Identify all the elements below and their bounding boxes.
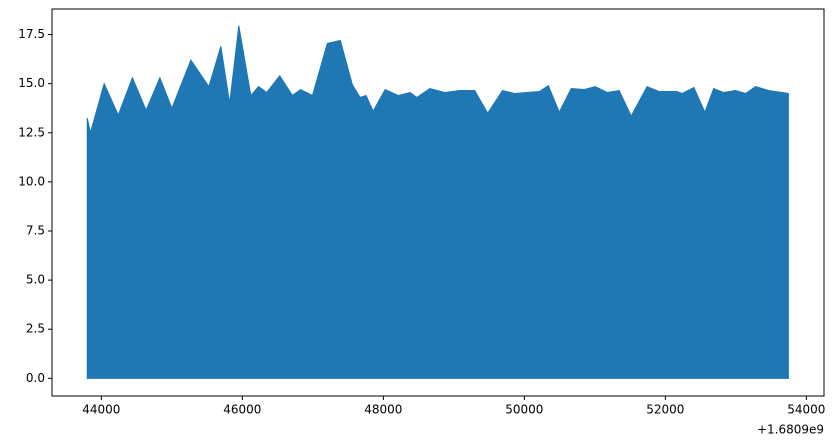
x-tick-label: 48000 <box>364 403 402 417</box>
y-tick-label: 12.5 <box>18 125 45 139</box>
x-offset-label: +1.6809e9 <box>757 423 824 437</box>
x-tick-label: 44000 <box>82 403 120 417</box>
y-tick-label: 17.5 <box>18 27 45 41</box>
y-tick-label: 10.0 <box>18 174 45 188</box>
area <box>86 25 789 379</box>
y-tick-label: 15.0 <box>18 76 45 90</box>
plot-frame <box>51 8 825 397</box>
y-tick-label: 2.5 <box>26 322 45 336</box>
y-tick-label: 0.0 <box>26 371 45 385</box>
y-tick-label: 5.0 <box>26 273 45 287</box>
y-tick-label: 7.5 <box>26 223 45 237</box>
x-tick-label: 52000 <box>646 403 684 417</box>
x-tick-label: 50000 <box>505 403 543 417</box>
x-tick-label: 46000 <box>223 403 261 417</box>
x-tick-label: 54000 <box>787 403 825 417</box>
